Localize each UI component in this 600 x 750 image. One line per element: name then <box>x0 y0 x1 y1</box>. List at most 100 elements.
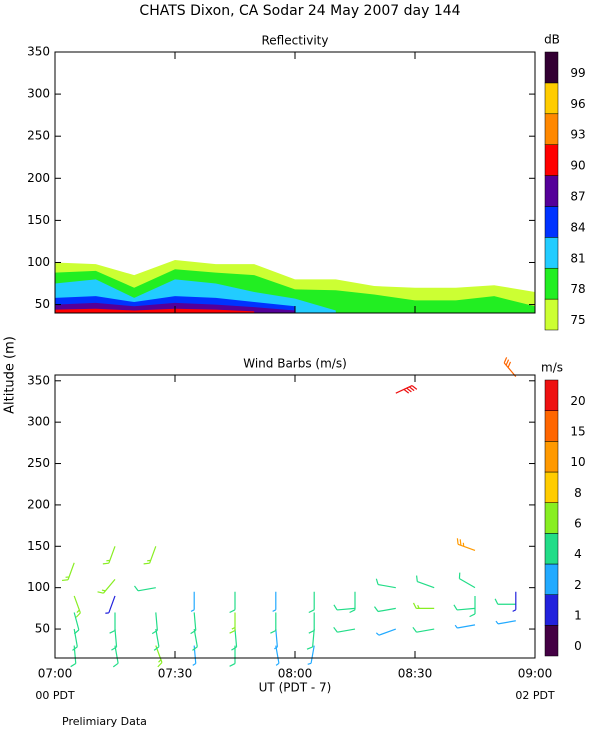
wind-barb <box>308 612 315 634</box>
colorbar-band <box>544 51 559 84</box>
wind-barb <box>454 624 476 629</box>
plot-frame <box>54 374 536 659</box>
wind-barb <box>458 572 476 589</box>
y-tick-label: 200 <box>27 171 50 185</box>
wind-barb <box>469 595 476 618</box>
colorbar-band <box>544 144 559 176</box>
wind-barb <box>373 606 396 613</box>
reflectivity-area <box>55 308 255 313</box>
y-tick-label: 50 <box>35 622 50 636</box>
wind-barb <box>453 604 476 611</box>
figure-title: CHATS Dixon, CA Sodar 24 May 2007 day 14… <box>139 3 460 19</box>
x-tick-label: 07:00 <box>38 667 73 681</box>
wind-barb <box>270 612 277 634</box>
colorbar-label: 84 <box>570 220 585 234</box>
y-tick-label: 200 <box>27 497 50 511</box>
y-tick-label: 300 <box>27 87 50 101</box>
footnote: Prelimiary Data <box>62 715 147 728</box>
wind-barb <box>275 645 280 666</box>
y-tick-label: 100 <box>27 580 50 594</box>
wind-barb <box>190 612 197 635</box>
colorbar-band <box>544 563 559 595</box>
colorbar-unit: dB <box>544 33 560 47</box>
colorbar-band <box>544 594 559 626</box>
wind-barb <box>97 579 116 594</box>
colorbar-label: 99 <box>570 66 585 80</box>
wind-barb <box>333 604 356 611</box>
colorbar-band <box>544 298 559 331</box>
x-note: 00 PDT <box>35 689 75 702</box>
y-tick-label: 350 <box>27 45 50 59</box>
colorbar-label: 75 <box>570 313 585 327</box>
wind-barb <box>192 628 198 651</box>
wind-barb <box>308 591 315 614</box>
wind-barb <box>494 598 516 605</box>
colorbar-label: 4 <box>574 547 582 561</box>
wind-barb <box>349 591 356 614</box>
wind-barb <box>395 385 418 394</box>
colorbar-unit: m/s <box>541 361 563 375</box>
wind-barb <box>272 591 277 612</box>
colorbar-label: 6 <box>574 517 582 531</box>
x-axis-label: UT (PDT - 7) <box>259 681 332 695</box>
colorbar-label: 10 <box>570 455 585 469</box>
x-tick-label: 08:00 <box>278 667 313 681</box>
wind-barb <box>72 628 78 651</box>
y-tick-label: 50 <box>35 297 50 311</box>
x-tick-label: 08:30 <box>398 667 433 681</box>
colorbar-band <box>544 410 559 442</box>
y-tick-label: 100 <box>27 255 50 269</box>
wind-barb <box>133 585 156 592</box>
colorbar-band <box>544 175 559 207</box>
wind-barb <box>307 645 315 665</box>
colorbar-band <box>544 113 559 145</box>
colorbar-band <box>544 237 559 269</box>
colorbar-band <box>544 379 559 411</box>
wind-barb <box>61 562 75 582</box>
colorbar-label: 87 <box>570 190 585 204</box>
y-tick-label: 150 <box>27 539 50 553</box>
y-axis-label: Altitude (m) <box>3 336 18 414</box>
wind-barb <box>229 612 236 634</box>
wind-barb <box>274 628 278 650</box>
wind-barb <box>412 626 435 633</box>
wind-barb <box>231 628 238 651</box>
colorbar-label: 15 <box>570 425 585 439</box>
wind-barb <box>151 612 158 635</box>
wind-barb <box>153 628 160 651</box>
colorbar-band <box>544 533 559 565</box>
wind-barb <box>73 612 80 635</box>
colorbar-label: 0 <box>574 639 582 653</box>
wind-barb <box>229 591 236 614</box>
colorbar-label: 78 <box>570 282 585 296</box>
y-tick-label: 150 <box>27 213 50 227</box>
x-note: 02 PDT <box>515 689 555 702</box>
colorbar-band <box>544 206 559 238</box>
colorbar-label: 8 <box>574 486 582 500</box>
wind-barb <box>512 591 517 612</box>
colorbar-band <box>544 441 559 473</box>
wind-barb <box>105 595 116 614</box>
wind-barb <box>456 538 476 551</box>
wind-barb <box>333 626 356 633</box>
wind-barb <box>112 645 119 668</box>
colorbar-label: 20 <box>570 394 585 408</box>
wind-barb <box>412 602 435 609</box>
wind-barb <box>306 628 315 650</box>
colorbar-band <box>544 625 559 657</box>
colorbar-band <box>544 471 559 503</box>
colorbar-band <box>544 267 559 300</box>
wind-barb <box>109 612 116 634</box>
colorbar-label: 93 <box>570 128 585 142</box>
colorbar-label: 96 <box>570 97 585 111</box>
y-tick-label: 350 <box>27 373 50 387</box>
x-tick-label: 09:00 <box>518 667 553 681</box>
wind-barb <box>73 595 81 618</box>
wind-barb <box>415 575 435 589</box>
y-tick-label: 250 <box>27 456 50 470</box>
colorbar-label: 1 <box>574 609 582 623</box>
wind-barb <box>375 628 397 636</box>
colorbar-label: 90 <box>570 159 585 173</box>
wind-barb <box>143 546 157 565</box>
colorbar-label: 81 <box>570 251 585 265</box>
